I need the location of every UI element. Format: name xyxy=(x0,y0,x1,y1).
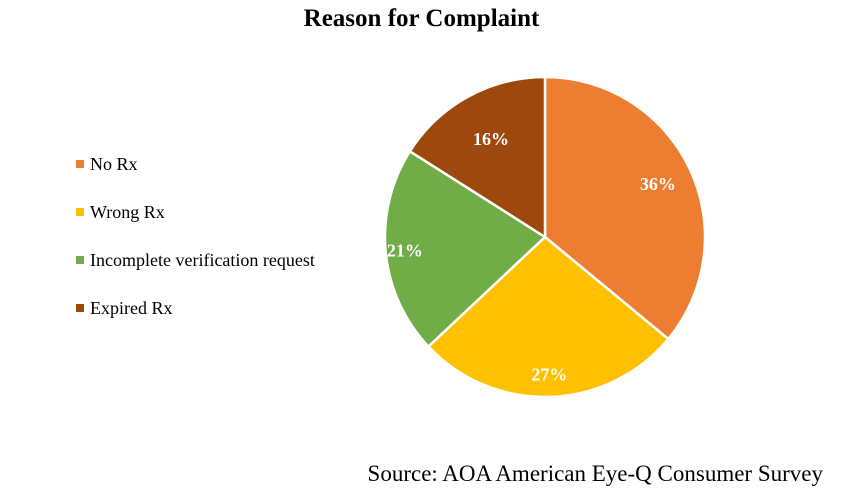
legend-item-incomplete-verification: Incomplete verification request xyxy=(76,248,366,272)
legend-swatch-wrong-rx xyxy=(76,208,84,216)
legend-item-expired-rx: Expired Rx xyxy=(76,296,366,320)
pie-slice-no-rx xyxy=(543,75,707,341)
legend-swatch-incomplete-verification xyxy=(76,256,84,264)
pie-data-labels: 36% 27% 21% 16% xyxy=(387,129,676,385)
legend-label-incomplete-verification: Incomplete verification request xyxy=(90,250,315,270)
data-label-expired-rx: 16% xyxy=(473,129,509,149)
chart-legend: No Rx Wrong Rx Incomplete verification r… xyxy=(76,152,366,344)
pie-slice-wrong-rx xyxy=(427,235,670,399)
legend-swatch-no-rx xyxy=(76,160,84,168)
pie-slice-incomplete-verification xyxy=(383,150,547,348)
data-label-no-rx: 36% xyxy=(640,174,676,194)
legend-label-no-rx: No Rx xyxy=(90,154,138,174)
chart-title: Reason for Complaint xyxy=(303,5,540,32)
data-label-incomplete-verification: 21% xyxy=(387,240,423,260)
pie-slices xyxy=(383,75,707,399)
data-label-wrong-rx: 27% xyxy=(531,365,567,385)
legend-item-no-rx: No Rx xyxy=(76,152,366,176)
source-note: Source: AOA American Eye-Q Consumer Surv… xyxy=(367,461,823,486)
legend-swatch-expired-rx xyxy=(76,304,84,312)
legend-item-wrong-rx: Wrong Rx xyxy=(76,200,366,224)
pie-slice-expired-rx xyxy=(408,75,547,239)
legend-label-wrong-rx: Wrong Rx xyxy=(90,202,165,222)
legend-label-expired-rx: Expired Rx xyxy=(90,298,173,318)
